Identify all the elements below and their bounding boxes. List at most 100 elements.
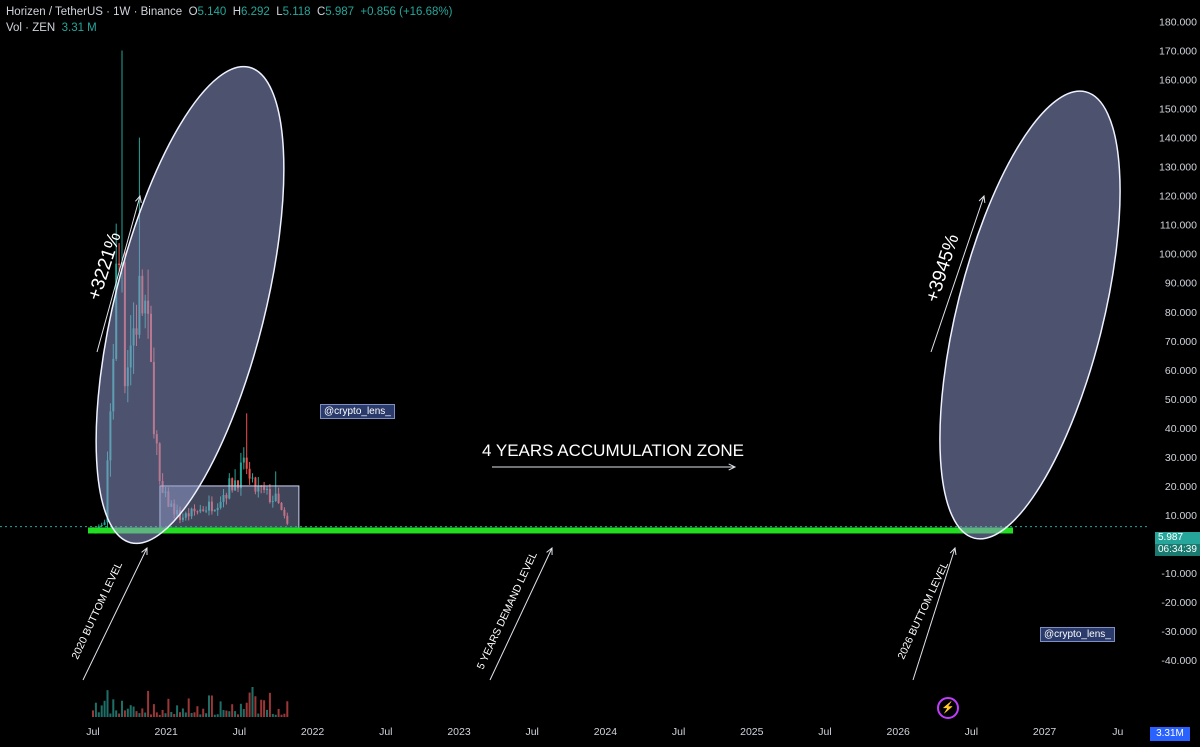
price-tick-label: 80.000	[1165, 307, 1197, 319]
volume-bar	[257, 713, 260, 717]
volume-bar	[173, 714, 176, 717]
time-tick-label: Jul	[818, 726, 831, 738]
zone-arrow-head	[728, 463, 737, 471]
gain-arrow-right-head	[978, 194, 986, 204]
price-tick-label: 170.000	[1159, 45, 1197, 57]
time-tick-label: Jul	[672, 726, 685, 738]
candle-body	[219, 501, 222, 508]
volume-bar	[268, 692, 271, 717]
candle-body	[213, 510, 216, 512]
volume-bar	[280, 714, 283, 717]
volume-bar	[266, 709, 268, 717]
volume-bar	[161, 709, 164, 717]
volume-bar	[228, 711, 231, 717]
volume-bar	[237, 714, 239, 717]
time-tick-label: Jul	[965, 726, 978, 738]
bottom-2020-arrow	[82, 547, 148, 681]
candle-body	[254, 477, 257, 492]
open-value: 5.140	[197, 6, 227, 18]
time-tick-label: Jul	[525, 726, 538, 738]
time-tick-label: 2021	[155, 726, 179, 738]
candle-body	[242, 457, 245, 463]
demand-arrow	[489, 547, 553, 681]
overlays: +3221% +3945%4 YEARS ACCUMULATION ZONE202…	[0, 65, 1150, 681]
volume-bar	[234, 711, 237, 717]
countdown-tag: 06:34:39	[1155, 544, 1200, 556]
price-tick-label: -30.000	[1161, 626, 1197, 638]
chart-header: Horizen / TetherUS · 1W · Binance O5.140…	[6, 6, 453, 18]
candle-body	[121, 262, 123, 265]
volume-bar	[126, 708, 129, 717]
projection-ellipse-left	[95, 65, 285, 545]
volume-bar	[167, 698, 170, 717]
volume-bar	[164, 713, 167, 717]
lightning-icon[interactable]: ⚡	[937, 697, 959, 719]
volume-bar	[210, 695, 213, 717]
bottom-2026-arrow	[912, 547, 956, 681]
zone-label: 4 YEARS ACCUMULATION ZONE	[482, 441, 744, 460]
candle-body	[222, 494, 225, 502]
volume-bar	[115, 710, 118, 717]
volume-bar	[205, 713, 208, 717]
volume-bar	[158, 714, 161, 717]
volume-bar	[123, 710, 126, 717]
price-tick-label: 40.000	[1165, 423, 1197, 435]
axes: 190.000180.000170.000160.000150.000140.0…	[86, 16, 1197, 738]
candle-body	[210, 501, 213, 512]
volume-bar	[231, 704, 234, 717]
volume-bar	[144, 712, 147, 717]
time-tick-label: Jul	[233, 726, 246, 738]
open-label: O	[188, 6, 198, 18]
volume-bar	[103, 700, 106, 717]
volume-bar	[283, 713, 286, 717]
high-label: H	[232, 6, 242, 18]
time-tick-label: 2025	[740, 726, 764, 738]
volume-bar	[248, 692, 251, 717]
volume-bar	[222, 710, 225, 717]
candle-body	[208, 501, 210, 511]
price-tick-label: -20.000	[1161, 597, 1197, 609]
symbol-title: Horizen / TetherUS · 1W · Binance	[6, 6, 183, 18]
watermark-label: @crypto_lens_	[320, 404, 395, 419]
price-tick-label: 50.000	[1165, 394, 1197, 406]
volume-bar	[184, 712, 187, 717]
volume-bar	[118, 713, 121, 717]
volume-bar	[106, 690, 109, 717]
volume-bar	[263, 700, 266, 717]
price-tick-label: 60.000	[1165, 365, 1197, 377]
candle-body	[225, 494, 228, 499]
volume-bar	[251, 686, 254, 717]
volume-legend: Vol · ZEN 3.31 M	[6, 22, 97, 34]
candle-body	[193, 508, 196, 512]
bottom-2020-arrow-head	[141, 546, 148, 556]
volume-bar	[196, 706, 199, 717]
volume-bar	[179, 712, 181, 717]
price-tick-label: 70.000	[1165, 336, 1197, 348]
volume-bar	[147, 690, 150, 717]
time-tick-label: 2026	[887, 726, 911, 738]
volume-bar	[260, 699, 263, 717]
volume-bar	[112, 699, 115, 717]
volume-bar	[242, 709, 245, 717]
time-tick-label: Jul	[379, 726, 392, 738]
candle-body	[228, 478, 231, 499]
candle-body	[251, 477, 254, 479]
price-tick-label: 100.000	[1159, 249, 1197, 261]
price-tick-label: 130.000	[1159, 162, 1197, 174]
volume-bar	[129, 705, 132, 717]
candle-body	[234, 480, 237, 491]
volume-bar	[155, 712, 158, 717]
price-tick-label: 10.000	[1165, 510, 1197, 522]
volume-bars	[92, 686, 289, 717]
support-level-line	[88, 527, 1013, 534]
price-tick-label: 140.000	[1159, 133, 1197, 145]
close-value: 5.987	[325, 6, 355, 18]
candle-body	[245, 457, 248, 469]
price-tick-label: 160.000	[1159, 75, 1197, 87]
candle-body	[280, 502, 283, 510]
volume-bar	[181, 708, 184, 717]
time-tick-label: 2027	[1033, 726, 1057, 738]
gain-arrow-right	[930, 195, 985, 353]
candle-body	[118, 263, 121, 265]
